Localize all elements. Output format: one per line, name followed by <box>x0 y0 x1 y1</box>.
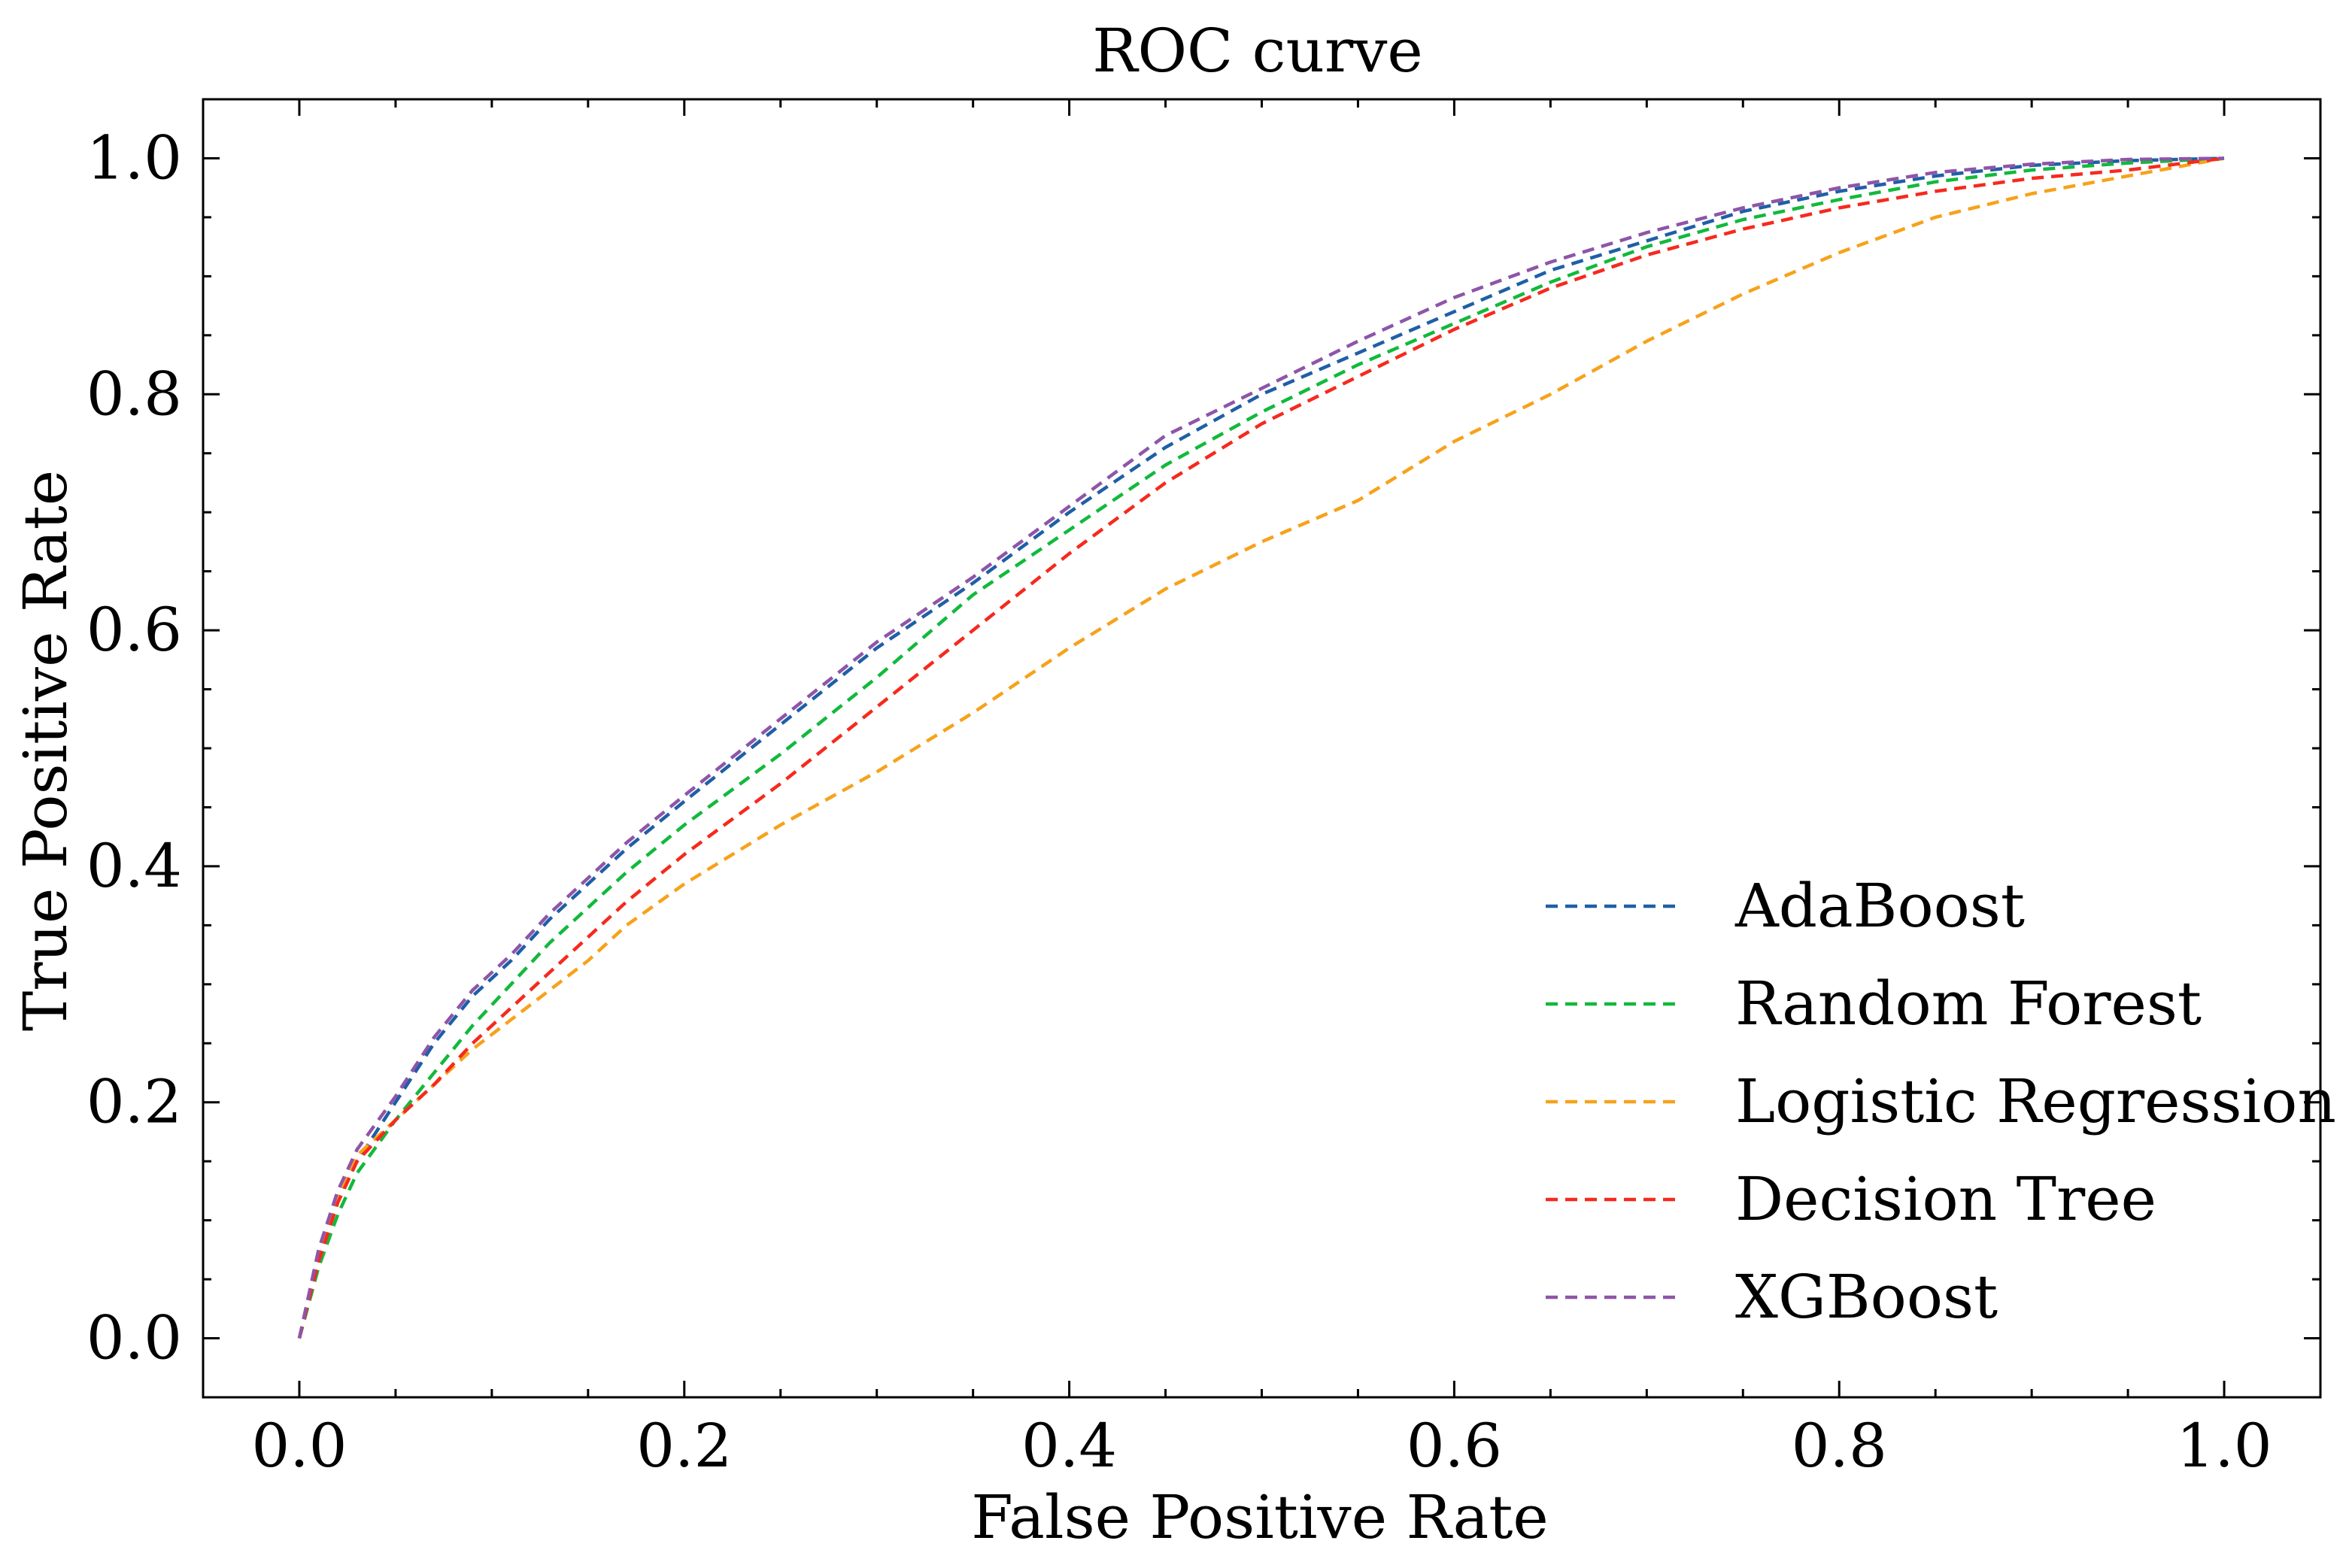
x-tick-label: 0.8 <box>1792 1411 1887 1481</box>
x-tick-label: 0.6 <box>1407 1411 1502 1481</box>
series-line-xgboost <box>297 156 2225 1339</box>
legend-label-xgboost: XGBoost <box>1735 1262 1998 1332</box>
series-line-adaboost <box>297 156 2225 1339</box>
y-tick-label: 0.2 <box>86 1067 182 1137</box>
x-tick-label: 0.4 <box>1021 1411 1117 1481</box>
legend: AdaBoost Random Forest Logistic Regression… <box>1546 871 2336 1332</box>
x-tick-label: 0.0 <box>251 1411 347 1481</box>
x-tick-label: 1.0 <box>2176 1411 2272 1481</box>
ticks-group: 0.0 0.2 0.4 0.6 0.8 1.0 0.0 0.2 0.4 0.6 0.8 1.0 <box>86 98 2322 1481</box>
x-axis-label: False Positive Rate <box>971 1482 1549 1552</box>
series-line-random-forest <box>297 156 2225 1339</box>
legend-label-logistic-regression: Logistic Regression <box>1735 1066 2336 1136</box>
series-line-decision-tree <box>297 156 2225 1339</box>
x-tick-label: 0.2 <box>636 1411 732 1481</box>
y-tick-label: 0.4 <box>86 831 182 901</box>
legend-label-adaboost: AdaBoost <box>1734 871 2025 941</box>
series-group <box>297 156 2225 1339</box>
y-tick-label: 0.6 <box>86 595 182 665</box>
y-tick-label: 1.0 <box>86 123 182 193</box>
axes-frame <box>202 98 2322 1399</box>
series-line-logistic-regression <box>297 156 2225 1339</box>
y-tick-label: 0.0 <box>86 1303 182 1373</box>
chart-title: ROC curve <box>1092 16 1423 86</box>
y-axis-label: True Positive Rate <box>11 470 80 1031</box>
legend-label-decision-tree: Decision Tree <box>1735 1164 2156 1234</box>
legend-label-random-forest: Random Forest <box>1735 969 2202 1039</box>
y-tick-label: 0.8 <box>86 359 182 429</box>
plot-area: 0.0 0.2 0.4 0.6 0.8 1.0 0.0 0.2 0.4 0.6 0.8 1.0 <box>86 98 2322 1481</box>
